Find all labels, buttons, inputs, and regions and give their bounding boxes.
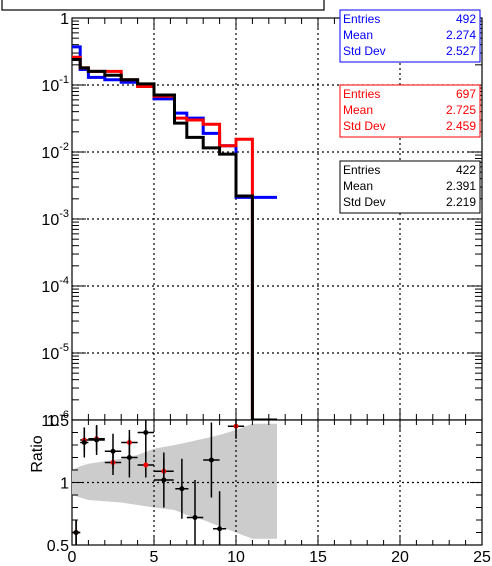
stat-value: 697 [456,87,476,101]
x-tick-labels: 0 5 10 15 20 25 [68,549,491,566]
x-tick-label: 15 [309,549,327,566]
main-y-tick-labels: 10-610-510-410-310-210-11 [41,11,69,430]
stat-label: Std Dev [343,119,386,133]
stat-boxes: Entries 492 Mean 2.274 Std Dev 2.527 Entries 69… [339,9,481,214]
stat-value: 492 [456,12,476,26]
ratio-marker [81,440,87,445]
stat-value: 422 [456,163,476,177]
y-tick-base: 10 [41,279,59,296]
ratio-marker [179,486,185,492]
y-tick-exponent: -3 [59,208,69,220]
stat-value: 2.725 [446,103,476,117]
y-tick-exponent: -2 [59,141,69,153]
stat-label: Entries [343,87,380,101]
y-tick-base: 10 [41,145,59,162]
y-tick-exponent: -1 [59,74,69,86]
ratio-y-tick-label: 1 [60,476,69,493]
stat-value: 2.219 [446,195,476,209]
main-panel: 10-610-510-410-310-210-11 [41,11,483,430]
ratio-marker [217,526,223,532]
y-tick-label: 10-4 [41,275,69,296]
x-tick-label: 10 [227,549,245,566]
stat-value: 2.527 [446,44,476,58]
histogram-line [72,58,277,422]
y-tick-base: 10 [41,413,59,430]
stat-value: 2.391 [446,179,476,193]
ratio-points [72,420,245,545]
stat-box [339,160,481,214]
ratio-panel: 0.5 1 1.5 Ratio [29,413,483,555]
ratio-marker [110,448,116,454]
ratio-y-tick-labels: 0.5 1 1.5 [47,413,69,555]
stat-label: Mean [343,103,373,117]
y-tick-label: 1 [60,11,69,28]
ratio-marker [208,457,214,463]
main-histograms [72,45,277,422]
ratio-y-tick-label: 0.5 [47,538,69,555]
ratio-axis-ticks [71,419,483,546]
x-tick-label: 0 [68,549,77,566]
y-tick-label: 10-2 [41,141,69,162]
ratio-axis-label: Ratio [29,435,46,472]
y-tick-label: 10-6 [41,409,69,430]
ratio-y-tick-label: 1.5 [47,413,69,430]
y-tick-base: 10 [41,78,59,95]
stat-label: Mean [343,179,373,193]
title-box [1,0,325,11]
ratio-marker [94,437,100,443]
y-tick-base: 10 [41,212,59,229]
y-tick-exponent: -6 [59,409,69,421]
x-tick-label: 20 [391,549,409,566]
stat-value: 2.274 [446,28,476,42]
stat-label: Entries [343,163,380,177]
y-tick-label: 10-5 [41,342,69,363]
y-tick-label: 10-1 [41,74,69,95]
stat-box [339,9,481,63]
x-tick-label: 5 [150,549,159,566]
y-tick-exponent: -5 [59,342,69,354]
stat-label: Mean [343,28,373,42]
stat-box [339,84,481,138]
uncertainty-band [72,423,277,539]
ratio-marker [192,515,198,520]
stat-label: Entries [343,12,380,26]
stat-value: 2.459 [446,119,476,133]
y-tick-base: 10 [41,346,59,363]
y-tick-exponent: -4 [59,275,69,287]
ratio-marker [161,477,167,483]
y-tick-label: 10-3 [41,208,69,229]
ratio-grid [72,420,482,545]
ratio-marker [143,462,149,468]
x-tick-label: 25 [473,549,491,566]
ratio-marker [143,430,149,435]
stat-label: Std Dev [343,195,386,209]
ratio-marker [126,455,132,460]
ratio-uncertainty-band [72,423,277,539]
stat-label: Std Dev [343,44,386,58]
